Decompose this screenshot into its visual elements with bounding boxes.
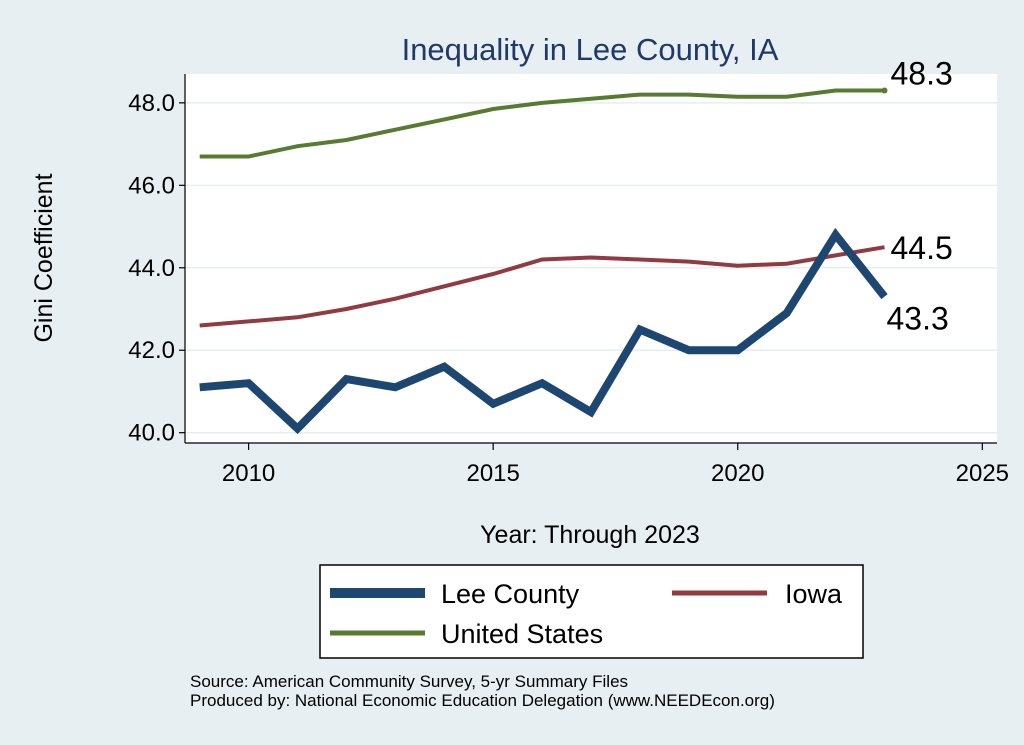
produced-by-line: Produced by: National Economic Education… (190, 691, 775, 710)
end-label-united-states: 48.3 (890, 55, 952, 91)
y-axis-label: Gini Coefficient (30, 173, 58, 342)
legend-label-iowa: Iowa (785, 579, 843, 609)
legend: Lee County Iowa United States (319, 564, 864, 659)
legend-label-lee-county: Lee County (441, 579, 580, 609)
legend-box (319, 564, 864, 659)
end-label-lee-county: 43.3 (886, 301, 948, 337)
x-tick-label: 2025 (956, 460, 1009, 487)
x-axis-label: Year: Through 2023 (480, 521, 700, 549)
end-label-iowa: 44.5 (890, 230, 952, 266)
legend-label-united-states: United States (441, 619, 603, 649)
series-line-united-states (199, 88, 885, 159)
series-end-marker-united-states (881, 87, 888, 94)
series-lines (199, 87, 888, 435)
source-line: Source: American Community Survey, 5-yr … (190, 672, 629, 691)
y-tick-label: 42.0 (128, 337, 175, 364)
source-note: Source: American Community Survey, 5-yr … (190, 672, 775, 710)
axes: 40.0 42.0 44.0 46.0 48.0 2010 2015 2020 2025 (128, 74, 1009, 487)
x-tick-label: 2020 (711, 460, 764, 487)
series-line-iowa (199, 245, 885, 328)
y-tick-label: 46.0 (128, 172, 175, 199)
y-tick-label: 44.0 (128, 255, 175, 282)
x-tick-label: 2015 (466, 460, 519, 487)
x-tick-label: 2010 (222, 460, 275, 487)
end-value-labels: 43.3 44.5 48.3 (886, 55, 952, 336)
series-line-lee-county (199, 227, 888, 435)
chart-title: Inequality in Lee County, IA (402, 32, 779, 67)
y-tick-label: 40.0 (128, 420, 175, 447)
y-tick-label: 48.0 (128, 90, 175, 117)
